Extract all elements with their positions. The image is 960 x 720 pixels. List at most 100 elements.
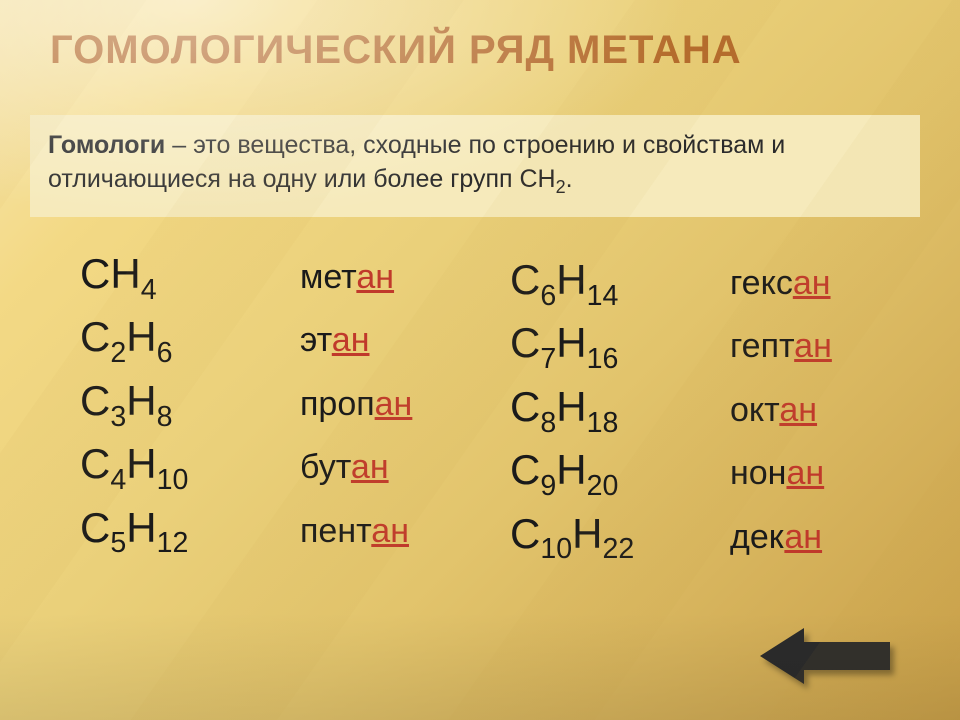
formula-subscript: 4 [110,464,126,496]
formula-letter: H [110,250,140,297]
formula-letter: H [126,313,156,360]
formula-letter: C [510,383,540,430]
series-row: C3H8пропан [80,377,470,432]
series-row: C4H10бутан [80,440,470,495]
arrow-left-icon [760,628,890,684]
series-row: C8H18октан [510,383,900,438]
formula-subscript: 20 [587,470,619,502]
formula-letter: C [510,319,540,366]
right-column: C6H14гексанC7H16гептанC8H18октанC9H20нон… [510,250,900,573]
formula-letter: C [510,256,540,303]
compound-name: пропан [300,385,412,424]
formula-subscript: 12 [157,527,189,559]
formula: C5H12 [80,504,300,559]
formula-letter: C [80,504,110,551]
series-row: C5H12пентан [80,504,470,559]
compound-name: бутан [300,448,389,487]
name-stem: пент [300,512,371,550]
formula: C7H16 [510,319,730,374]
name-stem: проп [300,385,375,423]
formula-subscript: 22 [602,533,634,565]
formula-letter: H [126,504,156,551]
formula-subscript: 3 [110,401,126,433]
formula: C9H20 [510,446,730,501]
formula: CH4 [80,250,300,305]
formula-letter: C [510,446,540,493]
series-row: CH4метан [80,250,470,305]
name-suffix: ан [784,518,822,556]
formula-letter: H [556,256,586,303]
series-columns: CH4метанC2H6этанC3H8пропанC4H10бутанC5H1… [80,250,900,573]
series-row: C9H20нонан [510,446,900,501]
definition-lead: Гомологи [48,131,165,159]
formula: C10H22 [510,510,730,565]
back-arrow[interactable] [760,628,890,684]
formula-subscript: 2 [110,337,126,369]
formula-subscript: 14 [587,280,619,312]
formula-subscript: 9 [540,470,556,502]
page-title: ГОМОЛОГИЧЕСКИЙ РЯД МЕТАНА [50,28,742,73]
name-suffix: ан [332,321,370,359]
formula-subscript: 16 [587,343,619,375]
formula-letter: C [80,440,110,487]
name-stem: гекс [730,264,793,302]
definition-sub: 2 [556,177,566,197]
name-stem: эт [300,321,332,359]
name-suffix: ан [793,264,831,302]
formula-subscript: 6 [540,280,556,312]
formula-letter: H [556,383,586,430]
formula-letter: H [556,446,586,493]
compound-name: пентан [300,512,409,551]
formula-letter: H [572,510,602,557]
name-suffix: ан [794,327,832,365]
name-suffix: ан [371,512,409,550]
name-stem: гепт [730,327,794,365]
formula-letter: C [80,377,110,424]
formula-subscript: 8 [540,407,556,439]
name-stem: дек [730,518,784,556]
slide: ГОМОЛОГИЧЕСКИЙ РЯД МЕТАНА Гомологи – это… [0,0,960,720]
formula: C6H14 [510,256,730,311]
series-row: C7H16гептан [510,319,900,374]
compound-name: этан [300,321,369,360]
formula: C2H6 [80,313,300,368]
compound-name: гептан [730,327,832,366]
formula-subscript: 10 [540,533,572,565]
formula-letter: H [126,440,156,487]
name-stem: мет [300,258,356,296]
series-row: C10H22декан [510,510,900,565]
definition-box: Гомологи – это вещества, сходные по стро… [30,115,920,217]
formula-letter: C [80,250,110,297]
formula-subscript: 18 [587,407,619,439]
formula-letter: C [510,510,540,557]
formula: C3H8 [80,377,300,432]
compound-name: гексан [730,264,831,303]
formula-letter: H [126,377,156,424]
series-row: C6H14гексан [510,256,900,311]
compound-name: декан [730,518,822,557]
formula-letter: C [80,313,110,360]
formula: C4H10 [80,440,300,495]
formula-subscript: 5 [110,527,126,559]
name-suffix: ан [779,391,817,429]
compound-name: метан [300,258,394,297]
formula-subscript: 4 [141,274,157,306]
formula-subscript: 10 [157,464,189,496]
name-suffix: ан [356,258,394,296]
compound-name: октан [730,391,817,430]
formula-subscript: 7 [540,343,556,375]
name-suffix: ан [786,454,824,492]
formula-letter: H [556,319,586,366]
formula-subscript: 6 [157,337,173,369]
series-row: C2H6этан [80,313,470,368]
formula-subscript: 8 [157,401,173,433]
compound-name: нонан [730,454,824,493]
name-stem: окт [730,391,779,429]
name-stem: нон [730,454,786,492]
name-suffix: ан [375,385,413,423]
left-column: CH4метанC2H6этанC3H8пропанC4H10бутанC5H1… [80,250,470,573]
name-stem: бут [300,448,351,486]
definition-tail: . [566,165,573,193]
formula: C8H18 [510,383,730,438]
name-suffix: ан [351,448,389,486]
